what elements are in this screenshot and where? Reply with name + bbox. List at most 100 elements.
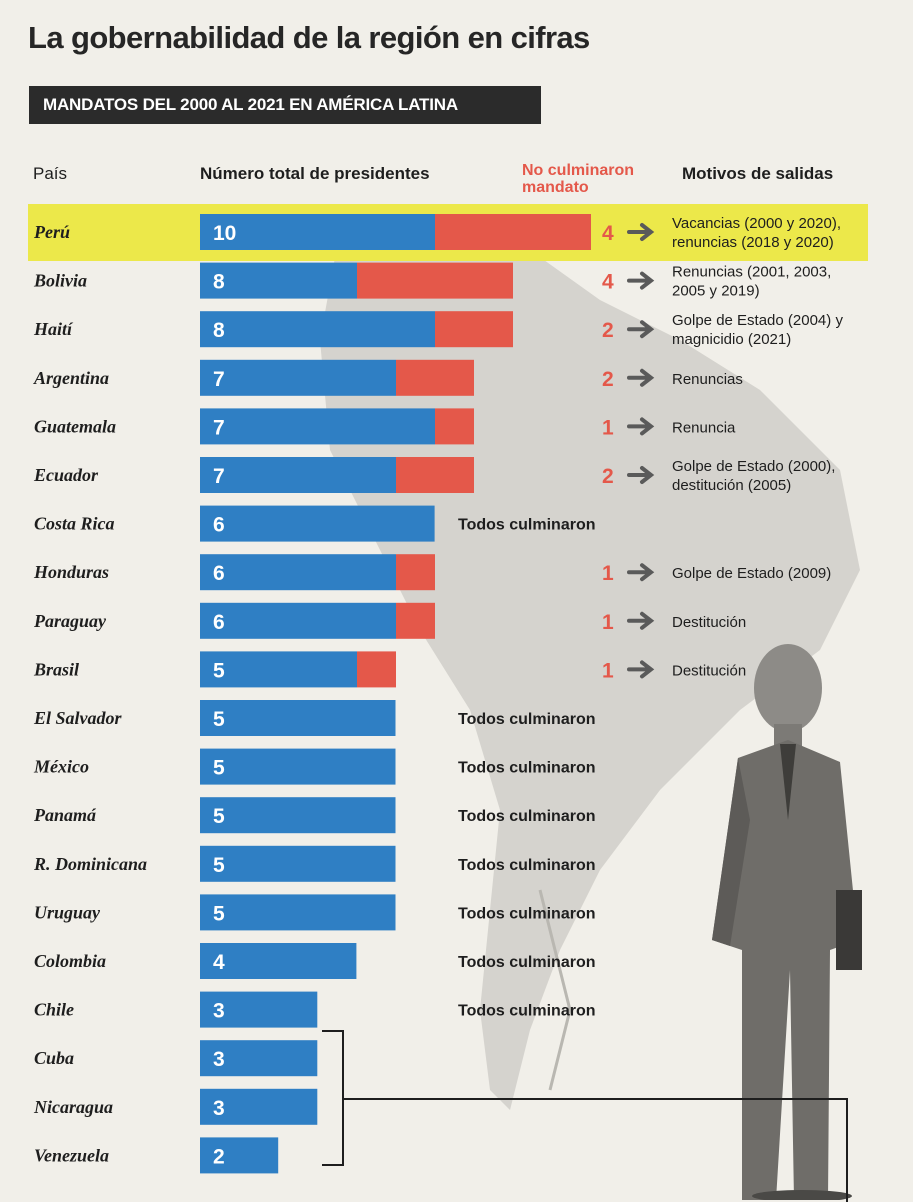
total-presidents-bar [200, 845, 396, 882]
total-presidents-bar [200, 602, 396, 639]
total-presidents-bar [200, 1088, 318, 1125]
motive-text: Todos culminaron [458, 808, 595, 825]
total-value-label: 5 [213, 902, 225, 925]
country-label: Ecuador [33, 465, 99, 485]
businessman-figure [712, 644, 862, 1200]
arrow-icon [627, 223, 655, 241]
not-completed-value: 2 [602, 465, 614, 488]
country-label: Paraguay [33, 611, 107, 631]
country-label: Perú [33, 222, 70, 242]
country-label: Guatemala [34, 416, 116, 436]
total-value-label: 6 [213, 562, 225, 585]
not-completed-bar [396, 457, 474, 493]
total-value-label: 3 [213, 1000, 225, 1023]
header-total-presidents: Número total de presidentes [200, 164, 430, 183]
total-presidents-bar [200, 505, 435, 542]
motive-text: Golpe de Estado (2000), destitución (2005… [672, 458, 835, 494]
country-label: Costa Rica [34, 514, 115, 534]
country-label: México [33, 757, 89, 777]
arrow-icon [627, 320, 655, 339]
not-completed-bar [396, 554, 435, 591]
total-presidents-bar [200, 311, 435, 348]
country-label: Cuba [34, 1048, 74, 1068]
motive-text: Golpe de Estado (2009) [672, 565, 831, 582]
header-motives: Motivos de salidas [682, 164, 834, 183]
total-value-label: 4 [213, 951, 225, 974]
header-country: País [33, 164, 68, 183]
country-label: Haití [33, 319, 74, 339]
motive-text: Renuncias [672, 371, 743, 388]
country-label: Panamá [33, 805, 97, 825]
arrow-icon [627, 563, 655, 582]
not-completed-value: 1 [602, 562, 614, 585]
not-completed-value: 1 [602, 416, 614, 439]
not-completed-value: 4 [602, 222, 614, 245]
total-value-label: 2 [213, 1145, 225, 1168]
country-label: R. Dominicana [33, 854, 147, 874]
motive-text: Vacancias (2000 y 2020), renuncias (2018 … [672, 215, 841, 251]
total-value-label: 3 [213, 1097, 225, 1120]
country-label: Uruguay [34, 902, 101, 922]
motive-text: Todos culminaron [458, 711, 595, 728]
country-label: Brasil [33, 659, 79, 679]
motive-text: Renuncia [672, 419, 736, 436]
not-completed-bar [357, 262, 513, 299]
country-label: Argentina [33, 368, 109, 388]
chart-subtitle: MANDATOS DEL 2000 AL 2021 EN AMÉRICA LAT… [29, 86, 541, 124]
total-presidents-bar [200, 262, 357, 299]
arrow-icon [627, 660, 655, 679]
total-presidents-bar [200, 651, 357, 688]
total-presidents-bar [200, 1137, 279, 1174]
country-label: Honduras [33, 562, 109, 582]
not-completed-bar [435, 408, 474, 445]
motive-text: Golpe de Estado (2004) y magnicidio (2021… [672, 312, 843, 348]
total-presidents-bar [200, 748, 396, 785]
motive-text: Todos culminaron [458, 1003, 595, 1020]
total-value-label: 6 [213, 611, 225, 634]
motive-text: Renuncias (2001, 2003, 2005 y 2019) [672, 264, 831, 300]
not-completed-bar [396, 602, 435, 639]
motive-text: Destitución [672, 662, 746, 679]
motive-text: Todos culminaron [458, 760, 595, 777]
arrow-icon [627, 466, 655, 484]
total-presidents-bar [200, 1040, 318, 1077]
header-not-completed: No culminaron mandato [522, 162, 635, 196]
arrow-icon [627, 368, 655, 387]
total-presidents-bar [200, 408, 435, 445]
motive-text: Todos culminaron [458, 905, 595, 922]
not-completed-bar [396, 359, 474, 396]
motive-text: Todos culminaron [458, 517, 595, 534]
country-label: Colombia [34, 951, 106, 971]
total-value-label: 5 [213, 708, 225, 731]
total-presidents-bar [200, 700, 396, 736]
motive-text: Todos culminaron [458, 954, 595, 971]
group-bracket-connector [342, 1098, 848, 1202]
not-completed-bar [357, 651, 396, 688]
not-completed-bar [435, 214, 591, 250]
total-presidents-bar [200, 554, 396, 591]
total-value-label: 5 [213, 659, 225, 682]
arrow-icon [627, 417, 655, 436]
motive-text: Todos culminaron [458, 857, 595, 874]
group-bracket [322, 1030, 344, 1166]
not-completed-value: 1 [602, 611, 614, 634]
country-label: El Salvador [33, 708, 123, 728]
total-value-label: 5 [213, 854, 225, 877]
total-value-label: 10 [213, 222, 236, 245]
not-completed-value: 2 [602, 368, 614, 391]
total-value-label: 3 [213, 1048, 225, 1071]
not-completed-bar [435, 311, 513, 348]
country-label: Nicaragua [33, 1097, 113, 1117]
total-presidents-bar [200, 214, 435, 250]
total-value-label: 6 [213, 514, 225, 537]
total-value-label: 7 [213, 465, 225, 488]
country-label: Bolivia [33, 271, 87, 291]
total-value-label: 7 [213, 416, 225, 439]
total-presidents-bar [200, 943, 357, 979]
total-value-label: 8 [213, 319, 225, 342]
total-presidents-bar [200, 797, 396, 834]
total-value-label: 7 [213, 368, 225, 391]
country-label: Chile [34, 1000, 74, 1020]
page-title: La gobernabilidad de la región en cifras [28, 20, 590, 55]
